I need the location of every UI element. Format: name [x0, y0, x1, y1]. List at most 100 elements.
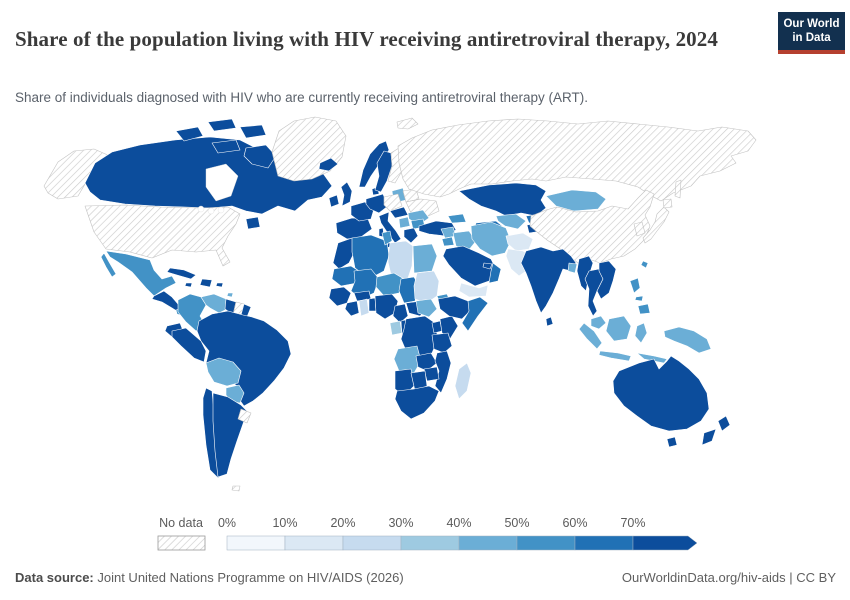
country-peru[interactable] — [171, 327, 207, 363]
country-greenland[interactable] — [271, 116, 347, 182]
country-saudi-arabia[interactable] — [442, 245, 497, 287]
country-australia-tasmania[interactable] — [666, 436, 678, 448]
country-korea[interactable] — [633, 221, 646, 237]
country-japan[interactable] — [642, 206, 670, 244]
legend-bin-2[interactable] — [342, 535, 402, 551]
country-cuba[interactable] — [166, 267, 197, 280]
country-vietnam-laos-cambodia[interactable] — [596, 260, 617, 300]
legend-bin-1[interactable] — [284, 535, 344, 551]
country-madagascar[interactable] — [454, 362, 472, 400]
country-new-zealand-south[interactable] — [701, 428, 717, 446]
country-canada-island-1[interactable] — [175, 126, 204, 142]
legend-bin-7-arrow[interactable] — [632, 535, 698, 551]
country-spain-portugal[interactable] — [335, 217, 373, 240]
country-somalia[interactable] — [461, 296, 489, 332]
legend-no-data-swatch[interactable] — [157, 535, 206, 551]
legend-bin-3[interactable] — [400, 535, 460, 551]
country-germany[interactable] — [365, 193, 389, 214]
legend-bin-6[interactable] — [574, 535, 634, 551]
country-sudan[interactable] — [413, 270, 440, 304]
country-italy[interactable] — [378, 211, 402, 244]
country-philippines-visayas[interactable] — [634, 295, 644, 302]
country-niger[interactable] — [375, 272, 405, 297]
country-yemen[interactable] — [458, 282, 489, 298]
country-canada-newfoundland[interactable] — [245, 216, 261, 230]
country-iceland[interactable] — [318, 157, 339, 172]
country-ghana[interactable] — [358, 298, 370, 317]
country-indonesia-borneo[interactable] — [605, 315, 632, 342]
falkland-islands[interactable] — [231, 485, 241, 492]
country-serbia[interactable] — [398, 216, 411, 229]
country-canada-island-3[interactable] — [239, 124, 267, 139]
country-poland[interactable] — [383, 193, 403, 212]
country-canada-island-2[interactable] — [207, 118, 237, 132]
country-mexico-baja[interactable] — [100, 252, 117, 278]
country-norway[interactable] — [358, 140, 390, 188]
country-algeria[interactable] — [351, 234, 390, 280]
country-papua-new-guinea[interactable] — [663, 326, 712, 354]
legend-bin-0[interactable] — [226, 535, 286, 551]
country-iran[interactable] — [470, 221, 512, 257]
country-bangladesh[interactable] — [567, 262, 578, 274]
country-india[interactable] — [520, 246, 577, 314]
country-south-africa[interactable] — [394, 385, 440, 420]
country-indonesia-java[interactable] — [598, 350, 632, 362]
country-tunisia[interactable] — [381, 230, 393, 246]
country-taiwan[interactable] — [640, 260, 649, 269]
country-bolivia[interactable] — [205, 357, 242, 387]
russia-sakhalin[interactable] — [674, 179, 682, 199]
country-tanzania[interactable] — [431, 332, 453, 354]
country-uae[interactable] — [482, 262, 493, 270]
country-indonesia-sulawesi[interactable] — [634, 322, 648, 344]
country-egypt[interactable] — [412, 243, 438, 274]
country-oman[interactable] — [488, 262, 502, 284]
country-brazil[interactable] — [196, 310, 292, 407]
country-afghanistan[interactable] — [505, 232, 534, 252]
country-canada-island-victoria[interactable] — [211, 139, 241, 154]
country-japan-hokkaido[interactable] — [662, 198, 673, 209]
country-australia[interactable] — [612, 355, 710, 432]
country-chad[interactable] — [398, 276, 420, 304]
country-mongolia[interactable] — [545, 189, 607, 212]
country-gabon[interactable] — [389, 320, 403, 336]
country-botswana[interactable] — [410, 370, 428, 392]
country-mozambique-malawi[interactable] — [434, 350, 452, 394]
country-cameroon[interactable] — [392, 303, 409, 324]
owid-logo[interactable]: Our World in Data — [778, 12, 845, 54]
country-jamaica[interactable] — [184, 282, 193, 288]
country-venezuela[interactable] — [200, 293, 230, 314]
country-philippines-luzon[interactable] — [629, 277, 641, 294]
footer-link[interactable]: OurWorldinData.org/hiv-aids | CC BY — [621, 570, 836, 585]
country-philippines-mindanao[interactable] — [637, 303, 651, 315]
country-sri-lanka[interactable] — [545, 316, 554, 327]
country-mexico[interactable] — [105, 250, 177, 297]
country-iraq[interactable] — [452, 230, 477, 252]
country-trinidad[interactable] — [226, 292, 234, 298]
country-uzbekistan[interactable] — [495, 213, 527, 230]
svalbard[interactable] — [396, 117, 419, 130]
country-argentina[interactable] — [212, 392, 248, 478]
country-sweden[interactable] — [374, 150, 393, 193]
country-georgia-azerbaijan[interactable] — [447, 213, 467, 224]
country-south-sudan[interactable] — [415, 298, 438, 318]
country-russia[interactable] — [397, 118, 757, 202]
country-uruguay[interactable] — [237, 408, 252, 424]
country-puerto-rico[interactable] — [215, 282, 224, 288]
country-zambia[interactable] — [415, 352, 438, 372]
country-new-zealand-north[interactable] — [717, 415, 731, 432]
country-cote-divoire[interactable] — [344, 300, 360, 317]
country-greece[interactable] — [403, 227, 419, 244]
legend-bin-5[interactable] — [516, 535, 576, 551]
legend-bin-4[interactable] — [458, 535, 518, 551]
country-canada-baffin[interactable] — [243, 144, 277, 169]
country-united-states[interactable] — [84, 204, 241, 267]
country-jordan-israel[interactable] — [441, 236, 455, 247]
country-burkina-faso[interactable] — [353, 290, 372, 302]
country-hispaniola[interactable] — [199, 278, 213, 288]
country-kazakhstan[interactable] — [458, 182, 547, 217]
region-central-europe[interactable] — [389, 206, 409, 219]
country-ireland[interactable] — [328, 194, 340, 208]
country-indonesia-lesser-sunda[interactable] — [636, 352, 668, 364]
country-indonesia-sumatra[interactable] — [578, 322, 603, 350]
country-united-kingdom[interactable] — [340, 181, 353, 207]
